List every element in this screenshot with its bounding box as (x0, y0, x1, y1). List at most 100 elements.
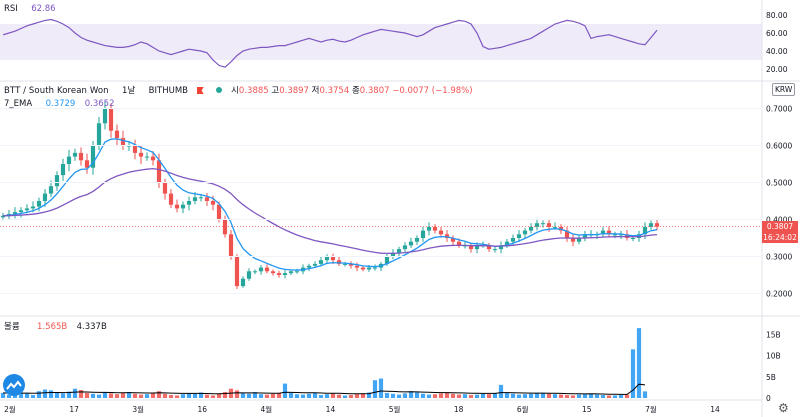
candle-body (84, 160, 90, 168)
volume-bar (66, 391, 72, 398)
candle-body (384, 256, 390, 264)
close-value: 0.3807 (359, 86, 390, 96)
ema-slow-value: 0.3652 (84, 99, 115, 109)
volume-bar (522, 394, 528, 398)
candle-body (606, 230, 612, 235)
volume-bar (636, 328, 642, 398)
volume-series (0, 328, 648, 398)
volume-bar (84, 392, 90, 398)
ema-legend[interactable]: 7_EMA 0.3729 0.3652 (4, 99, 115, 109)
market-status-icon (216, 87, 223, 93)
candle-body (486, 245, 492, 250)
volume-bar (192, 393, 198, 398)
candle-body (132, 145, 138, 153)
currency-badge[interactable]: KRW (772, 83, 796, 96)
low-value: 0.3754 (319, 86, 350, 96)
volume-bar (72, 388, 78, 398)
volume-bar (282, 383, 288, 398)
candle-body (318, 260, 324, 264)
candle-body (144, 156, 150, 158)
candle-body (426, 226, 432, 231)
volume-bar (546, 393, 552, 398)
volume-bar (342, 395, 348, 398)
volume-bar (102, 392, 108, 398)
volume-bar (42, 389, 48, 398)
volume-bar (132, 393, 138, 398)
candle-body (162, 182, 168, 194)
candle-body (102, 108, 108, 124)
symbol-name[interactable]: BTT / South Korean Won (4, 86, 109, 96)
volume-tick-label: 0 (766, 394, 771, 403)
candle-body (264, 267, 270, 272)
plot-background (0, 0, 762, 417)
time-tick-label: 6월 (517, 404, 529, 414)
flag-icon[interactable] (196, 87, 204, 94)
volume-bar (408, 391, 414, 398)
candle-body (42, 193, 48, 201)
symbol-legend[interactable]: BTT / South Korean Won 1날 BITHUMB 시0.388… (4, 84, 473, 96)
candle-body (306, 265, 312, 268)
time-tick-label: 7월 (645, 404, 657, 414)
high-label: 고 (271, 86, 280, 96)
volume-bar (360, 393, 366, 398)
candle-series (0, 100, 660, 289)
rsi-legend[interactable]: RSI 62.86 (4, 4, 56, 14)
volume-bar (498, 384, 504, 398)
volume-bar (144, 394, 150, 398)
volume-bar (624, 394, 630, 398)
candle-body (78, 152, 84, 161)
volume-bar (432, 394, 438, 398)
volume-bar (318, 395, 324, 398)
volume-bar (582, 394, 588, 398)
price-axis[interactable]: 0.7000 0.6000 0.5000 0.4000 0.3000 0.2000 (0, 105, 792, 299)
volume-bar (480, 393, 486, 398)
volume-bar (594, 394, 600, 398)
candle-body (270, 271, 276, 274)
rsi-tick-label: 20.00 (766, 65, 788, 74)
candle-body (66, 156, 72, 164)
candle-body (510, 238, 516, 242)
volume-bar (120, 392, 126, 398)
time-tick-label: 2월 (4, 404, 16, 414)
volume-bar (18, 392, 24, 398)
candle-body (612, 234, 618, 236)
candle-body (432, 226, 438, 231)
ema-fast-value: 0.3729 (45, 99, 76, 109)
tradingview-logo-icon[interactable] (3, 374, 25, 396)
volume-bar (264, 394, 270, 398)
volume-tick-label: 15B (766, 330, 781, 339)
candle-body (168, 193, 174, 205)
time-axis[interactable]: 2월 17 3월 16 4월 14 5월 18 6월 15 7월 14 (4, 404, 720, 414)
candle-body (492, 249, 498, 251)
volume-bar (180, 394, 186, 398)
volume-bar (30, 395, 36, 398)
volume-bar (618, 395, 624, 398)
candle-body (288, 271, 294, 274)
volume-bar (0, 392, 6, 398)
candle-body (600, 230, 606, 235)
rsi-value: 62.86 (31, 4, 56, 14)
volume-bar (612, 395, 618, 398)
rsi-series (2, 18, 658, 68)
candle-body (408, 241, 414, 246)
candle-body (210, 201, 216, 205)
gear-icon[interactable]: ⚙ (778, 401, 789, 415)
volume-bar (468, 395, 474, 398)
interval-label[interactable]: 1날 (122, 86, 136, 96)
volume-bar (150, 392, 156, 398)
volume-bar (372, 380, 378, 398)
volume-bar (108, 393, 114, 398)
volume-bar (114, 394, 120, 398)
time-tick-label: 4월 (261, 404, 273, 414)
volume-bar (186, 393, 192, 398)
rsi-axis: 80.00 60.00 40.00 20.00 (766, 11, 788, 74)
volume-bar (600, 395, 606, 398)
volume-bar (216, 393, 222, 398)
candle-body (654, 223, 660, 227)
candle-body (258, 267, 264, 272)
candle-body (12, 212, 18, 214)
volume-bar (390, 393, 396, 398)
volume-legend[interactable]: 볼륨 1.565B 4.337B (4, 320, 107, 332)
